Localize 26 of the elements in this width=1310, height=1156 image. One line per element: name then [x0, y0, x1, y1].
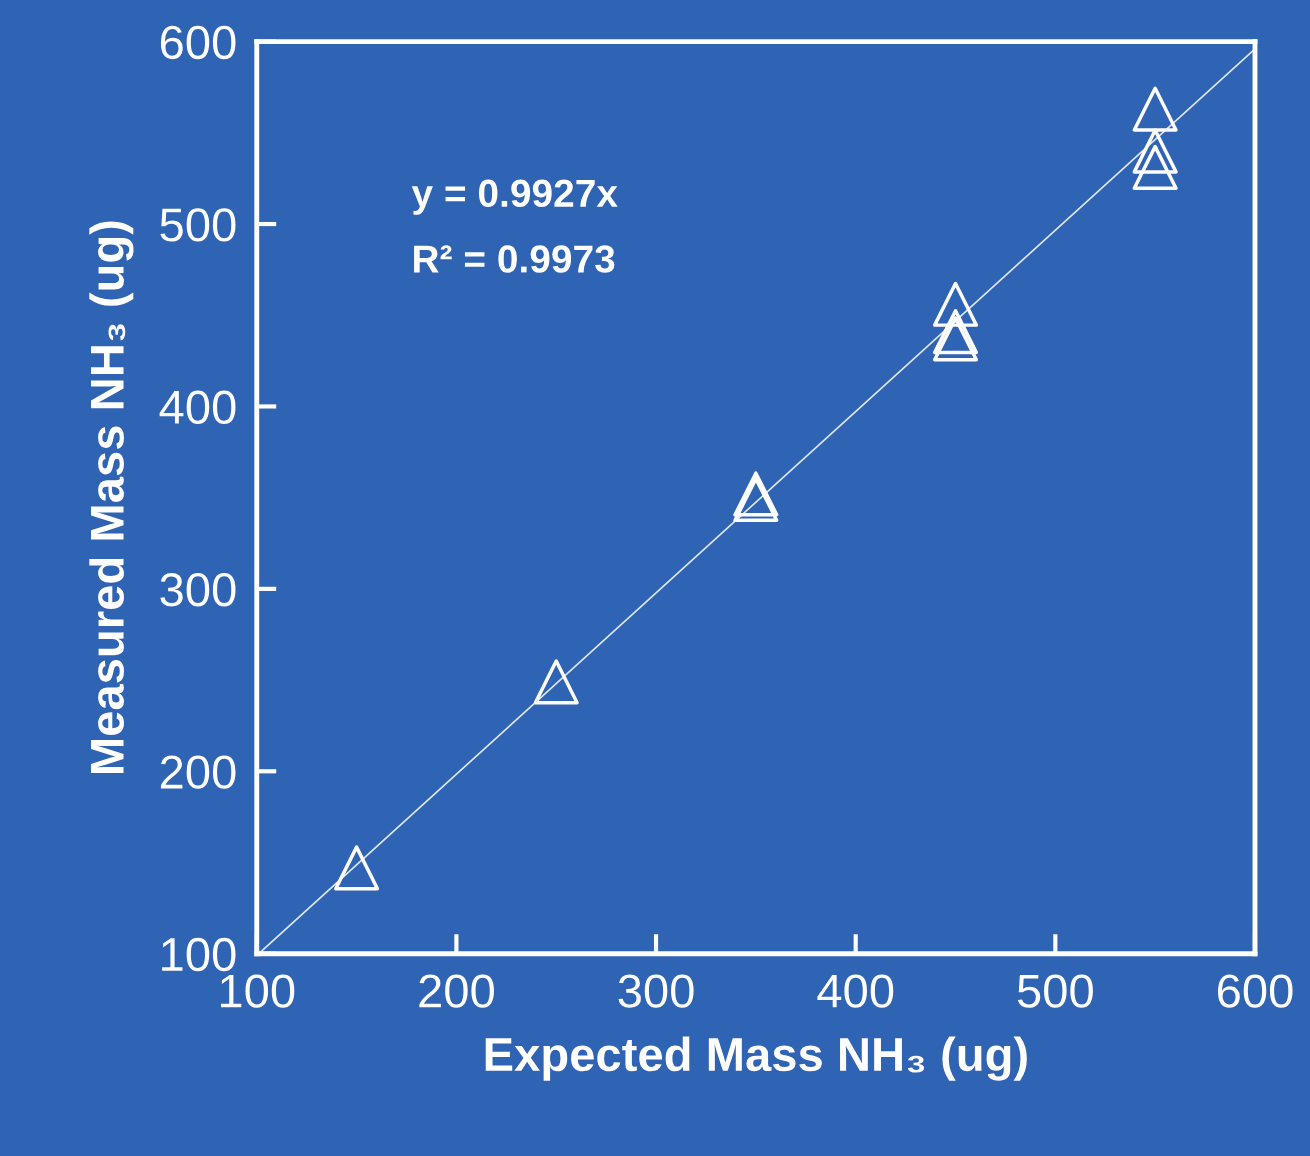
- y-tick-label: 500: [160, 208, 236, 242]
- point: [733, 476, 779, 523]
- point: [533, 659, 579, 705]
- point: [733, 471, 779, 517]
- x-tick-label: 300: [618, 974, 694, 1008]
- x-tick-label: 400: [817, 974, 894, 1008]
- y-tick-label: 200: [160, 755, 236, 789]
- point: [932, 316, 979, 362]
- y-tick-label: 600: [160, 25, 236, 60]
- point: [932, 309, 979, 355]
- annotation: y = 0.9927x: [411, 179, 618, 215]
- x-tick-label: 100: [220, 974, 295, 1008]
- x-axis-title: Expected Mass NH₃ (ug): [485, 1036, 1027, 1081]
- x-tick-label: 500: [1017, 974, 1093, 1008]
- point: [932, 281, 979, 327]
- point: [334, 845, 380, 891]
- point: [1132, 86, 1178, 132]
- y-tick-label: 100: [162, 937, 236, 972]
- x-tick-label: 600: [1217, 974, 1293, 1008]
- point: [1132, 128, 1178, 174]
- y-tick-label: 400: [159, 390, 236, 425]
- point: [1132, 144, 1178, 191]
- y-tick-label: 300: [160, 573, 236, 607]
- y-axis-title: Measured Mass NH₃ (ug): [89, 221, 134, 774]
- annotation: R² = 0.9973: [414, 245, 615, 273]
- x-tick-label: 200: [419, 974, 494, 1008]
